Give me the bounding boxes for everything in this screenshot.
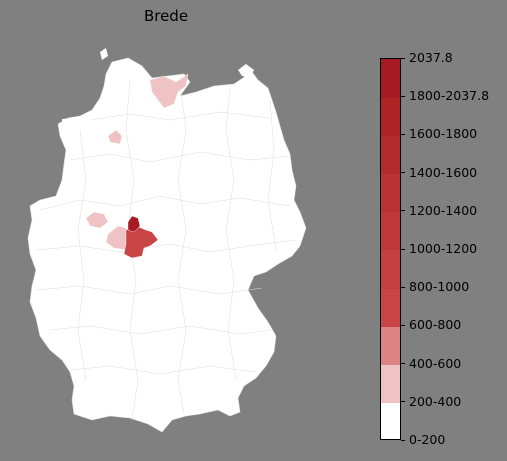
legend-band [381,59,400,98]
legend-label: 1400-1600 [409,164,478,180]
legend-band [381,211,400,251]
legend-label: 200-400 [409,393,462,409]
legend-tick [401,363,405,365]
map-title: Brede [143,7,189,25]
region-highlight-north [149,73,189,109]
legend-tick [401,95,405,97]
island-north [100,48,108,60]
legend-tick [401,210,405,212]
legend-band [381,173,400,213]
region-highlight-center-dark [127,215,141,233]
legend-colorbar [380,58,401,440]
region-highlight-northwest [107,129,123,145]
legend-tick [401,57,405,59]
legend-label: 1000-1200 [409,241,478,256]
legend-label: 800-1000 [409,279,470,295]
legend-band [381,402,400,439]
legend-tick [401,401,405,403]
legend-band [381,364,400,404]
germany-outline [27,57,307,433]
legend-label: 1200-1400 [409,202,478,218]
legend-label: 0-200 [409,432,446,447]
legend-band [381,250,400,289]
legend-label: 2037.8 [409,50,453,65]
legend-tick [401,324,405,326]
legend-band [381,288,400,327]
region-highlight-west [85,211,109,229]
legend-tick [401,248,405,250]
legend-band [381,326,400,366]
legend-label: 1600-1800 [409,126,478,142]
region-highlight-center-red [123,225,159,259]
legend-tick [401,286,405,288]
legend-tick [401,439,405,441]
legend-band [381,135,400,175]
legend-label: 600-800 [409,317,462,333]
legend-label: 400-600 [409,355,462,371]
legend-tick [401,133,405,135]
island-west [62,116,92,121]
legend-label: 1800-2037.8 [409,88,490,104]
island-east [238,64,254,78]
legend-tick [401,172,405,174]
legend-band [381,97,400,136]
